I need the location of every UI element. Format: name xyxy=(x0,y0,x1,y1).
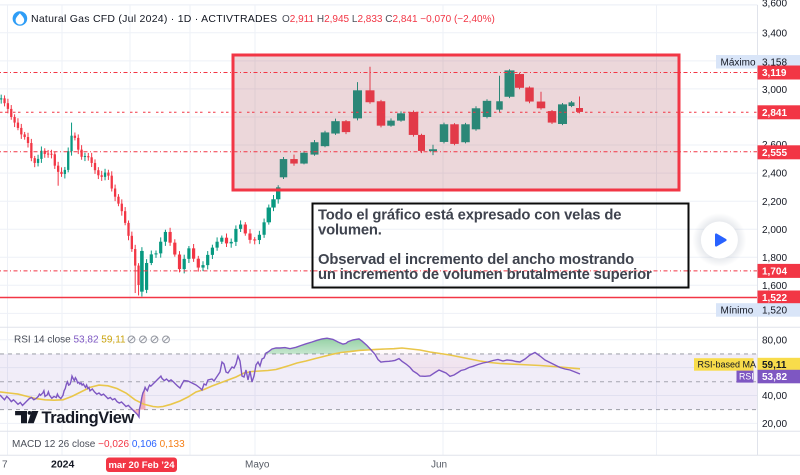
svg-text:2,555: 2,555 xyxy=(762,148,787,159)
svg-text:2,841: 2,841 xyxy=(762,108,787,119)
svg-text:80,00: 80,00 xyxy=(762,335,787,346)
svg-text:Todo el gráfico está expresado: Todo el gráfico está expresado con velas… xyxy=(318,208,621,224)
svg-text:1,520: 1,520 xyxy=(762,306,787,317)
svg-text:20,00: 20,00 xyxy=(762,419,787,430)
svg-text:53,82: 53,82 xyxy=(762,372,787,383)
svg-text:MACD 12 26 close −0,026 0,106: MACD 12 26 close −0,026 0,106 0,133 xyxy=(12,439,185,450)
svg-text:Natural Gas CFD (Jul 2024) · 1: Natural Gas CFD (Jul 2024) · 1D · ACTIVT… xyxy=(31,13,277,25)
svg-text:RSI 14 close 53,82 59,11: RSI 14 close 53,82 59,11 xyxy=(14,335,126,346)
svg-text:40,00: 40,00 xyxy=(762,391,787,402)
svg-text:2,400: 2,400 xyxy=(762,169,787,180)
svg-text:Observad el incremento del anc: Observad el incremento del ancho mostran… xyxy=(318,252,634,268)
svg-text:3,000: 3,000 xyxy=(762,85,787,96)
svg-text:mar 20 Feb ’24: mar 20 Feb ’24 xyxy=(108,460,175,471)
svg-text:volumen.: volumen. xyxy=(318,223,382,239)
svg-text:TradingView: TradingView xyxy=(42,409,135,427)
svg-text:59,11: 59,11 xyxy=(762,360,787,371)
svg-text:RSI-based MA: RSI-based MA xyxy=(698,360,757,370)
svg-text:2,000: 2,000 xyxy=(762,225,787,236)
svg-text:Mayo: Mayo xyxy=(245,460,270,471)
svg-text:Mínimo: Mínimo xyxy=(721,306,754,317)
svg-text:1,800: 1,800 xyxy=(762,253,787,264)
svg-text:3,119: 3,119 xyxy=(762,68,787,79)
svg-text:1,600: 1,600 xyxy=(762,281,787,292)
svg-text:3,158: 3,158 xyxy=(762,57,787,68)
svg-text:1,522: 1,522 xyxy=(762,293,787,304)
svg-text:Máximo: Máximo xyxy=(721,57,756,68)
svg-text:2,200: 2,200 xyxy=(762,197,787,208)
svg-text:2024: 2024 xyxy=(51,459,75,471)
svg-text:3,400: 3,400 xyxy=(762,28,787,39)
svg-text:1,704: 1,704 xyxy=(762,267,787,278)
svg-text:3,600: 3,600 xyxy=(762,0,787,10)
svg-text:Jun: Jun xyxy=(431,460,447,471)
svg-text:RSI: RSI xyxy=(739,372,754,382)
svg-text:un incremento de volumen bruta: un incremento de volumen brutalmente sup… xyxy=(318,267,652,283)
svg-text:O2,911 H2,945 L2,833 C2,841 −0: O2,911 H2,945 L2,833 C2,841 −0,070 (−2,4… xyxy=(282,14,495,25)
svg-text:7: 7 xyxy=(2,460,8,471)
